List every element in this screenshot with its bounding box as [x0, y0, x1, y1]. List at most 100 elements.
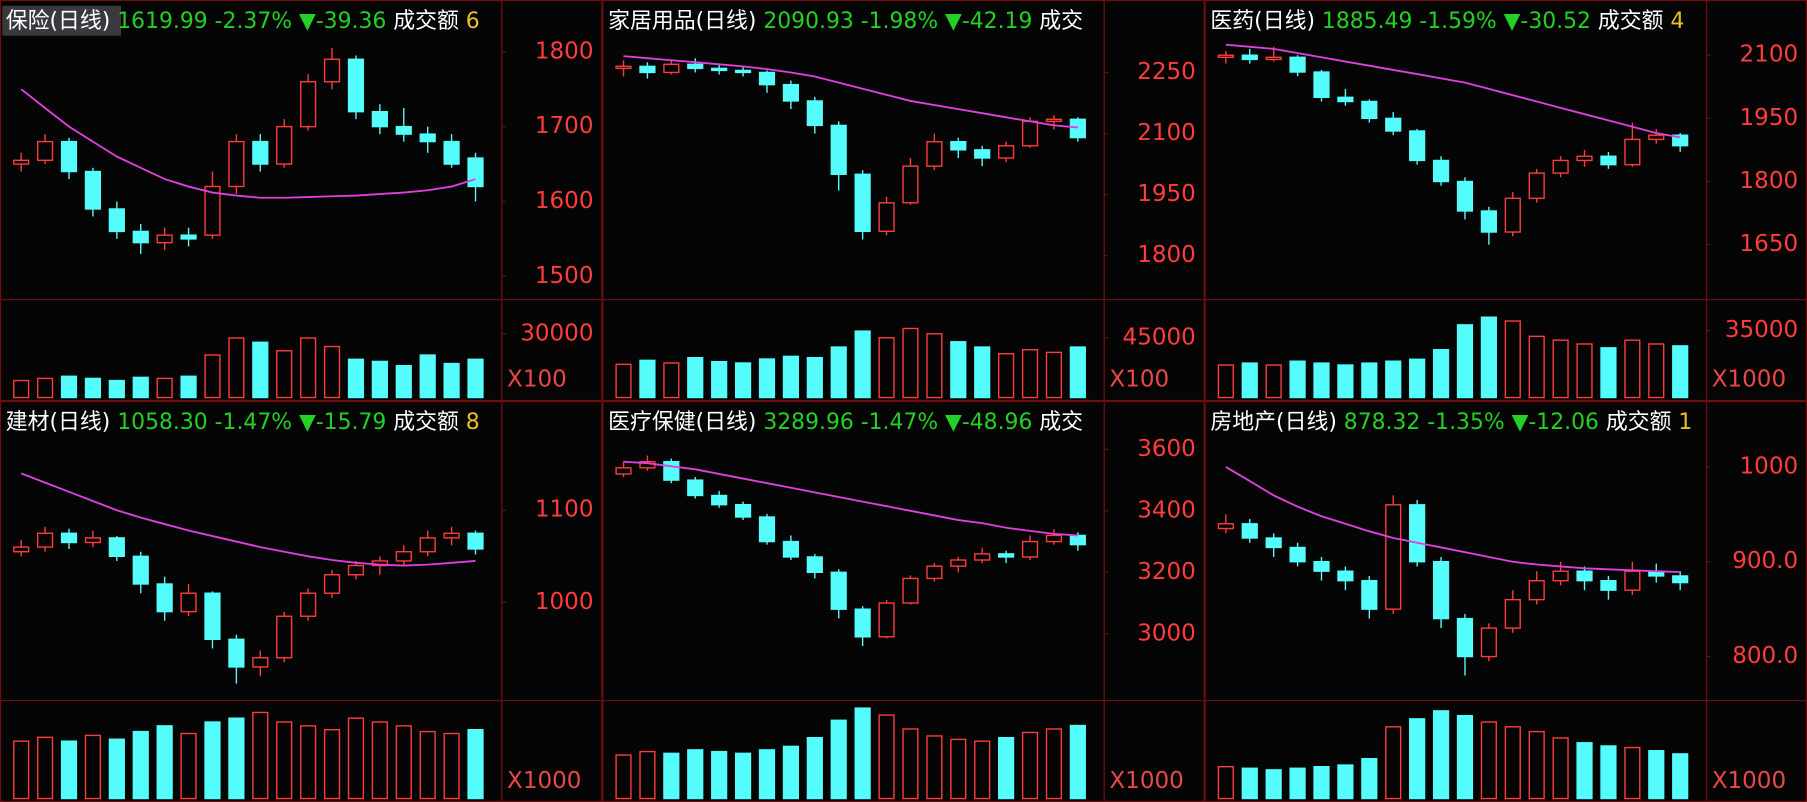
candle-body [806, 100, 823, 127]
title-name: 医疗保健(日线) [608, 410, 756, 435]
volume-bar [180, 732, 197, 800]
candle-body [806, 556, 823, 573]
title-amount-label: 成交额 [393, 9, 459, 34]
candle-body [204, 185, 221, 236]
candle-body [711, 67, 728, 72]
panel-title: 家居用品(日线) 2090.93 -1.98% ▼-42.19 成交 [608, 9, 1083, 34]
moving-average [623, 460, 1078, 537]
panel-title: 医疗保健(日线) 3289.96 -1.47% ▼-48.96 成交 [608, 410, 1083, 435]
candle-body [132, 555, 149, 585]
candle-body [1409, 130, 1426, 162]
volume-bar [1069, 346, 1086, 399]
candle-body [1648, 134, 1665, 141]
y-tick-label: 2250 [1137, 59, 1196, 85]
candle-body [1217, 54, 1234, 58]
title: 医药(日线) 1885.49 -1.59% ▼-30.52 成交额 4 [1210, 9, 1684, 34]
candle-body [1600, 579, 1617, 591]
title-amount-label: 成交额 [1606, 410, 1672, 435]
title-amount-label: 成交额 [1598, 9, 1664, 34]
volume-bar [276, 721, 293, 800]
title-change: ▼-15.79 [299, 410, 386, 435]
candle-body [228, 638, 245, 668]
candle-body [395, 125, 412, 135]
volume-bar [878, 714, 895, 800]
volume-bar [806, 736, 823, 800]
y-tick-label: 800.0 [1732, 643, 1798, 669]
candle-body [180, 234, 197, 240]
volume-bar [1480, 721, 1497, 800]
volume-bar [830, 346, 847, 399]
candle-body [926, 141, 943, 167]
candle-body [1528, 579, 1545, 601]
candle-body [1480, 627, 1497, 658]
candle-body [615, 65, 632, 70]
volume-bar [36, 377, 54, 399]
volume-bar [1337, 364, 1354, 399]
panel-title: 房地产(日线) 878.32 -1.35% ▼-12.06 成交额 1 [1210, 410, 1692, 435]
title-amount: 8 [466, 410, 480, 435]
candle-body [1480, 210, 1497, 233]
volume-bar [878, 337, 895, 399]
title: 医疗保健(日线) 3289.96 -1.47% ▼-48.96 成交 [608, 410, 1083, 435]
volume-bar [1456, 324, 1474, 399]
volume-bar [1265, 769, 1282, 800]
candle-body [1313, 561, 1330, 572]
volume-bar [639, 359, 656, 399]
candle-body [758, 516, 776, 543]
candle-body [663, 63, 680, 74]
volume-unit: X1000 [1109, 768, 1183, 794]
candle-body [878, 202, 895, 232]
candle-body [36, 532, 54, 548]
y-tick-label: 3400 [1137, 497, 1196, 523]
y-tick-label: 2100 [1740, 42, 1799, 68]
candle-body [156, 583, 173, 613]
volume-bar [782, 745, 800, 800]
volume-bar [156, 725, 173, 800]
candle-body [1600, 155, 1617, 166]
volume-bar [1600, 347, 1617, 399]
panel-title: 保险(日线) 1619.99 -2.37% ▼-39.36 成交额 6 [2, 5, 480, 36]
candle-body [1021, 540, 1039, 558]
volume-bar [1361, 758, 1378, 800]
candle-body [84, 537, 102, 544]
candle-body [1456, 180, 1474, 212]
title-amount-label: 成交额 [393, 410, 459, 435]
candle-body [13, 159, 30, 165]
volume-bar [854, 707, 871, 800]
volume-bar [84, 377, 102, 399]
axis-border [1103, 401, 1205, 802]
axis-border [1705, 0, 1807, 401]
candle-body [1624, 570, 1641, 591]
title-price: 1058.30 [117, 410, 207, 435]
volume-bar [1504, 320, 1521, 399]
y-tick-label: 1950 [1740, 105, 1799, 131]
volume-tick-label: 45000 [1123, 324, 1196, 350]
y-tick-label: 1800 [1740, 168, 1799, 194]
volume-bar [419, 730, 436, 800]
title-name: 家居用品(日线) [608, 9, 756, 34]
y-tick-label: 3600 [1137, 436, 1196, 462]
candle-body [758, 71, 776, 86]
volume-bar [1045, 351, 1063, 399]
volume-bar [1624, 746, 1641, 800]
candle-body [950, 559, 967, 567]
title-name: 房地产(日线) [1210, 410, 1336, 435]
y-tick-label: 1950 [1137, 181, 1196, 207]
volume-bar [758, 749, 776, 800]
candle-body [276, 125, 293, 165]
candle-body [1456, 617, 1474, 658]
volume-bar [1361, 362, 1378, 399]
volume-bar [1672, 753, 1689, 800]
volume-bar [60, 740, 78, 800]
candle-body [1289, 56, 1306, 73]
candle-body [108, 208, 125, 233]
title-highlight [2, 5, 122, 36]
volume-bar [252, 711, 269, 800]
candle-body [854, 173, 871, 232]
y-tick-label: 2100 [1137, 120, 1196, 146]
candle-body [1069, 118, 1086, 139]
volume-bar [758, 358, 776, 399]
volume-bar [1456, 714, 1474, 800]
candle-body [1432, 159, 1450, 183]
candle-body [60, 140, 78, 173]
